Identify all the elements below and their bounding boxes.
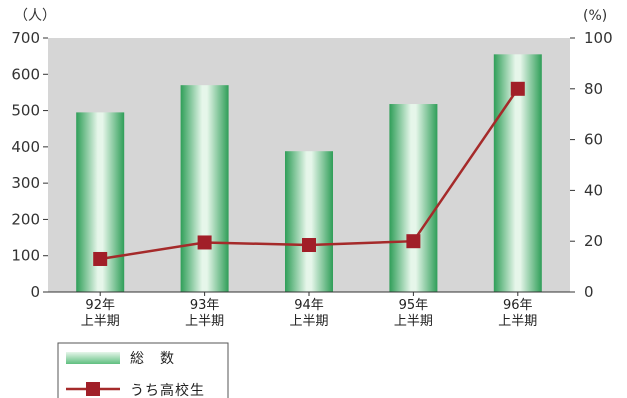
bar <box>180 85 229 293</box>
category-label: 95年 <box>399 298 429 313</box>
line-series <box>93 81 525 266</box>
line-point <box>510 81 525 96</box>
left-tick-label: 600 <box>11 65 40 83</box>
right-axis: 0 20 40 60 80 100 <box>570 29 613 301</box>
category-label: 92年 <box>85 298 115 313</box>
left-tick-label: 0 <box>30 283 40 301</box>
right-tick-label: 80 <box>584 80 603 98</box>
right-axis-unit: (%) <box>583 8 607 24</box>
category-label: 上半期 <box>81 314 120 329</box>
left-tick-label: 100 <box>11 247 40 265</box>
left-tick-label: 200 <box>11 210 40 228</box>
legend-bar-swatch <box>66 352 120 364</box>
bar <box>285 151 333 292</box>
left-axis-unit: （人） <box>14 8 56 24</box>
left-tick-label: 400 <box>11 138 40 156</box>
line-point <box>406 234 421 249</box>
category-label: 上半期 <box>394 314 433 329</box>
line-point <box>93 251 108 266</box>
category-label: 96年 <box>503 298 533 313</box>
left-tick-label: 700 <box>11 29 40 47</box>
legend-line-marker <box>86 382 100 396</box>
right-tick-label: 20 <box>584 232 603 250</box>
legend-line-label: うち高校生 <box>130 382 205 398</box>
line-point <box>197 235 212 250</box>
right-tick-label: 0 <box>584 283 594 301</box>
bar <box>389 104 438 292</box>
line-point <box>302 238 316 253</box>
category-label: 上半期 <box>185 314 224 329</box>
legend: 総 数 うち高校生 <box>57 342 229 398</box>
right-tick-label: 60 <box>584 131 603 149</box>
category-label: 上半期 <box>498 314 537 329</box>
left-tick-label: 500 <box>11 102 40 120</box>
category-label: 94年 <box>294 298 324 313</box>
category-label: 93年 <box>190 298 220 313</box>
left-tick-label: 300 <box>11 174 40 192</box>
right-tick-label: 100 <box>584 29 613 47</box>
right-tick-label: 40 <box>584 181 603 199</box>
legend-bar-label: 総 数 <box>130 351 175 367</box>
left-axis: 0 100 200 300 400 500 600 700 <box>11 29 48 301</box>
category-label: 上半期 <box>289 314 328 329</box>
